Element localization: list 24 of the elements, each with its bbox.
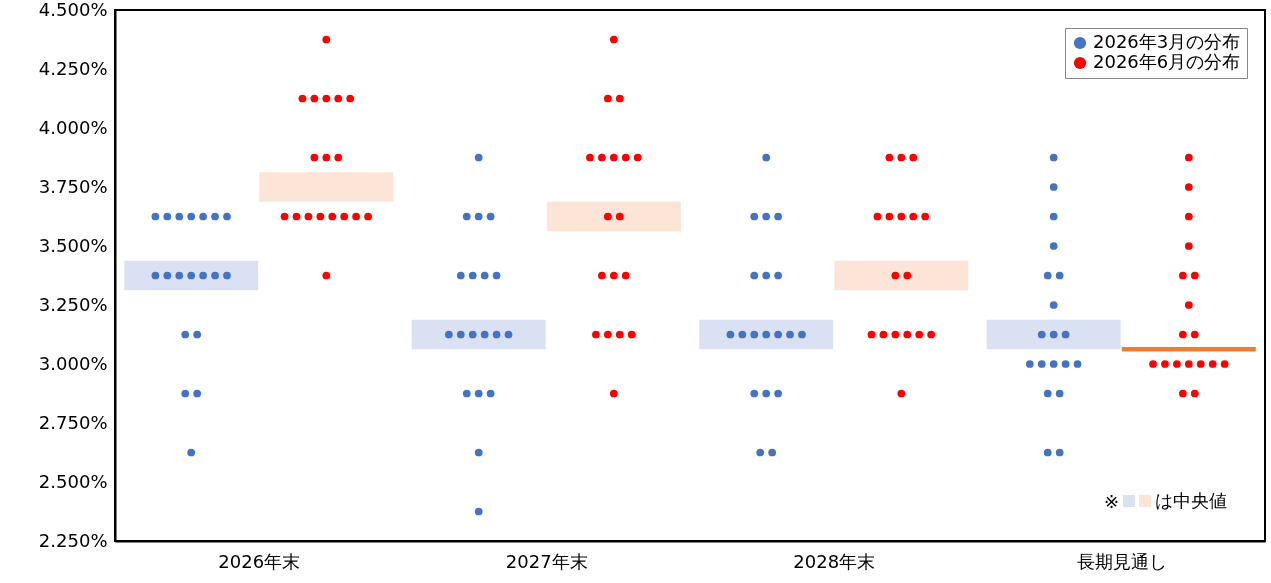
y-tick-label: 2.250% bbox=[38, 529, 108, 551]
annotation: ※ bbox=[1104, 490, 1120, 512]
y-tick-label: 2.750% bbox=[38, 411, 108, 433]
legend-label: 2026年3月の分布 bbox=[1093, 31, 1241, 52]
x-tick-label: 2028年末 bbox=[793, 550, 876, 572]
annotation: は中央値 bbox=[1155, 489, 1228, 513]
x-tick-label: 長期見通し bbox=[1076, 550, 1167, 572]
legend-label: 2026年6月の分布 bbox=[1093, 51, 1241, 72]
x-tick-label: 2026年末 bbox=[218, 550, 301, 572]
y-tick-label: 4.500% bbox=[38, 0, 108, 20]
y-tick-label: 2.500% bbox=[38, 470, 108, 492]
bar bbox=[986, 319, 1121, 350]
y-tick-label: 3.500% bbox=[38, 234, 108, 256]
y-tick-label: 4.250% bbox=[38, 57, 108, 79]
y-tick-label: 3.250% bbox=[38, 293, 108, 315]
bar bbox=[1121, 346, 1256, 352]
bar bbox=[259, 172, 394, 202]
bar bbox=[411, 319, 546, 350]
y-tick-label: 3.000% bbox=[38, 352, 108, 374]
bar bbox=[546, 201, 681, 232]
bar bbox=[834, 260, 969, 291]
y-tick-label: 4.000% bbox=[38, 116, 108, 138]
y-tick-label: 3.750% bbox=[38, 175, 108, 197]
x-tick-label: 2027年末 bbox=[505, 550, 588, 572]
